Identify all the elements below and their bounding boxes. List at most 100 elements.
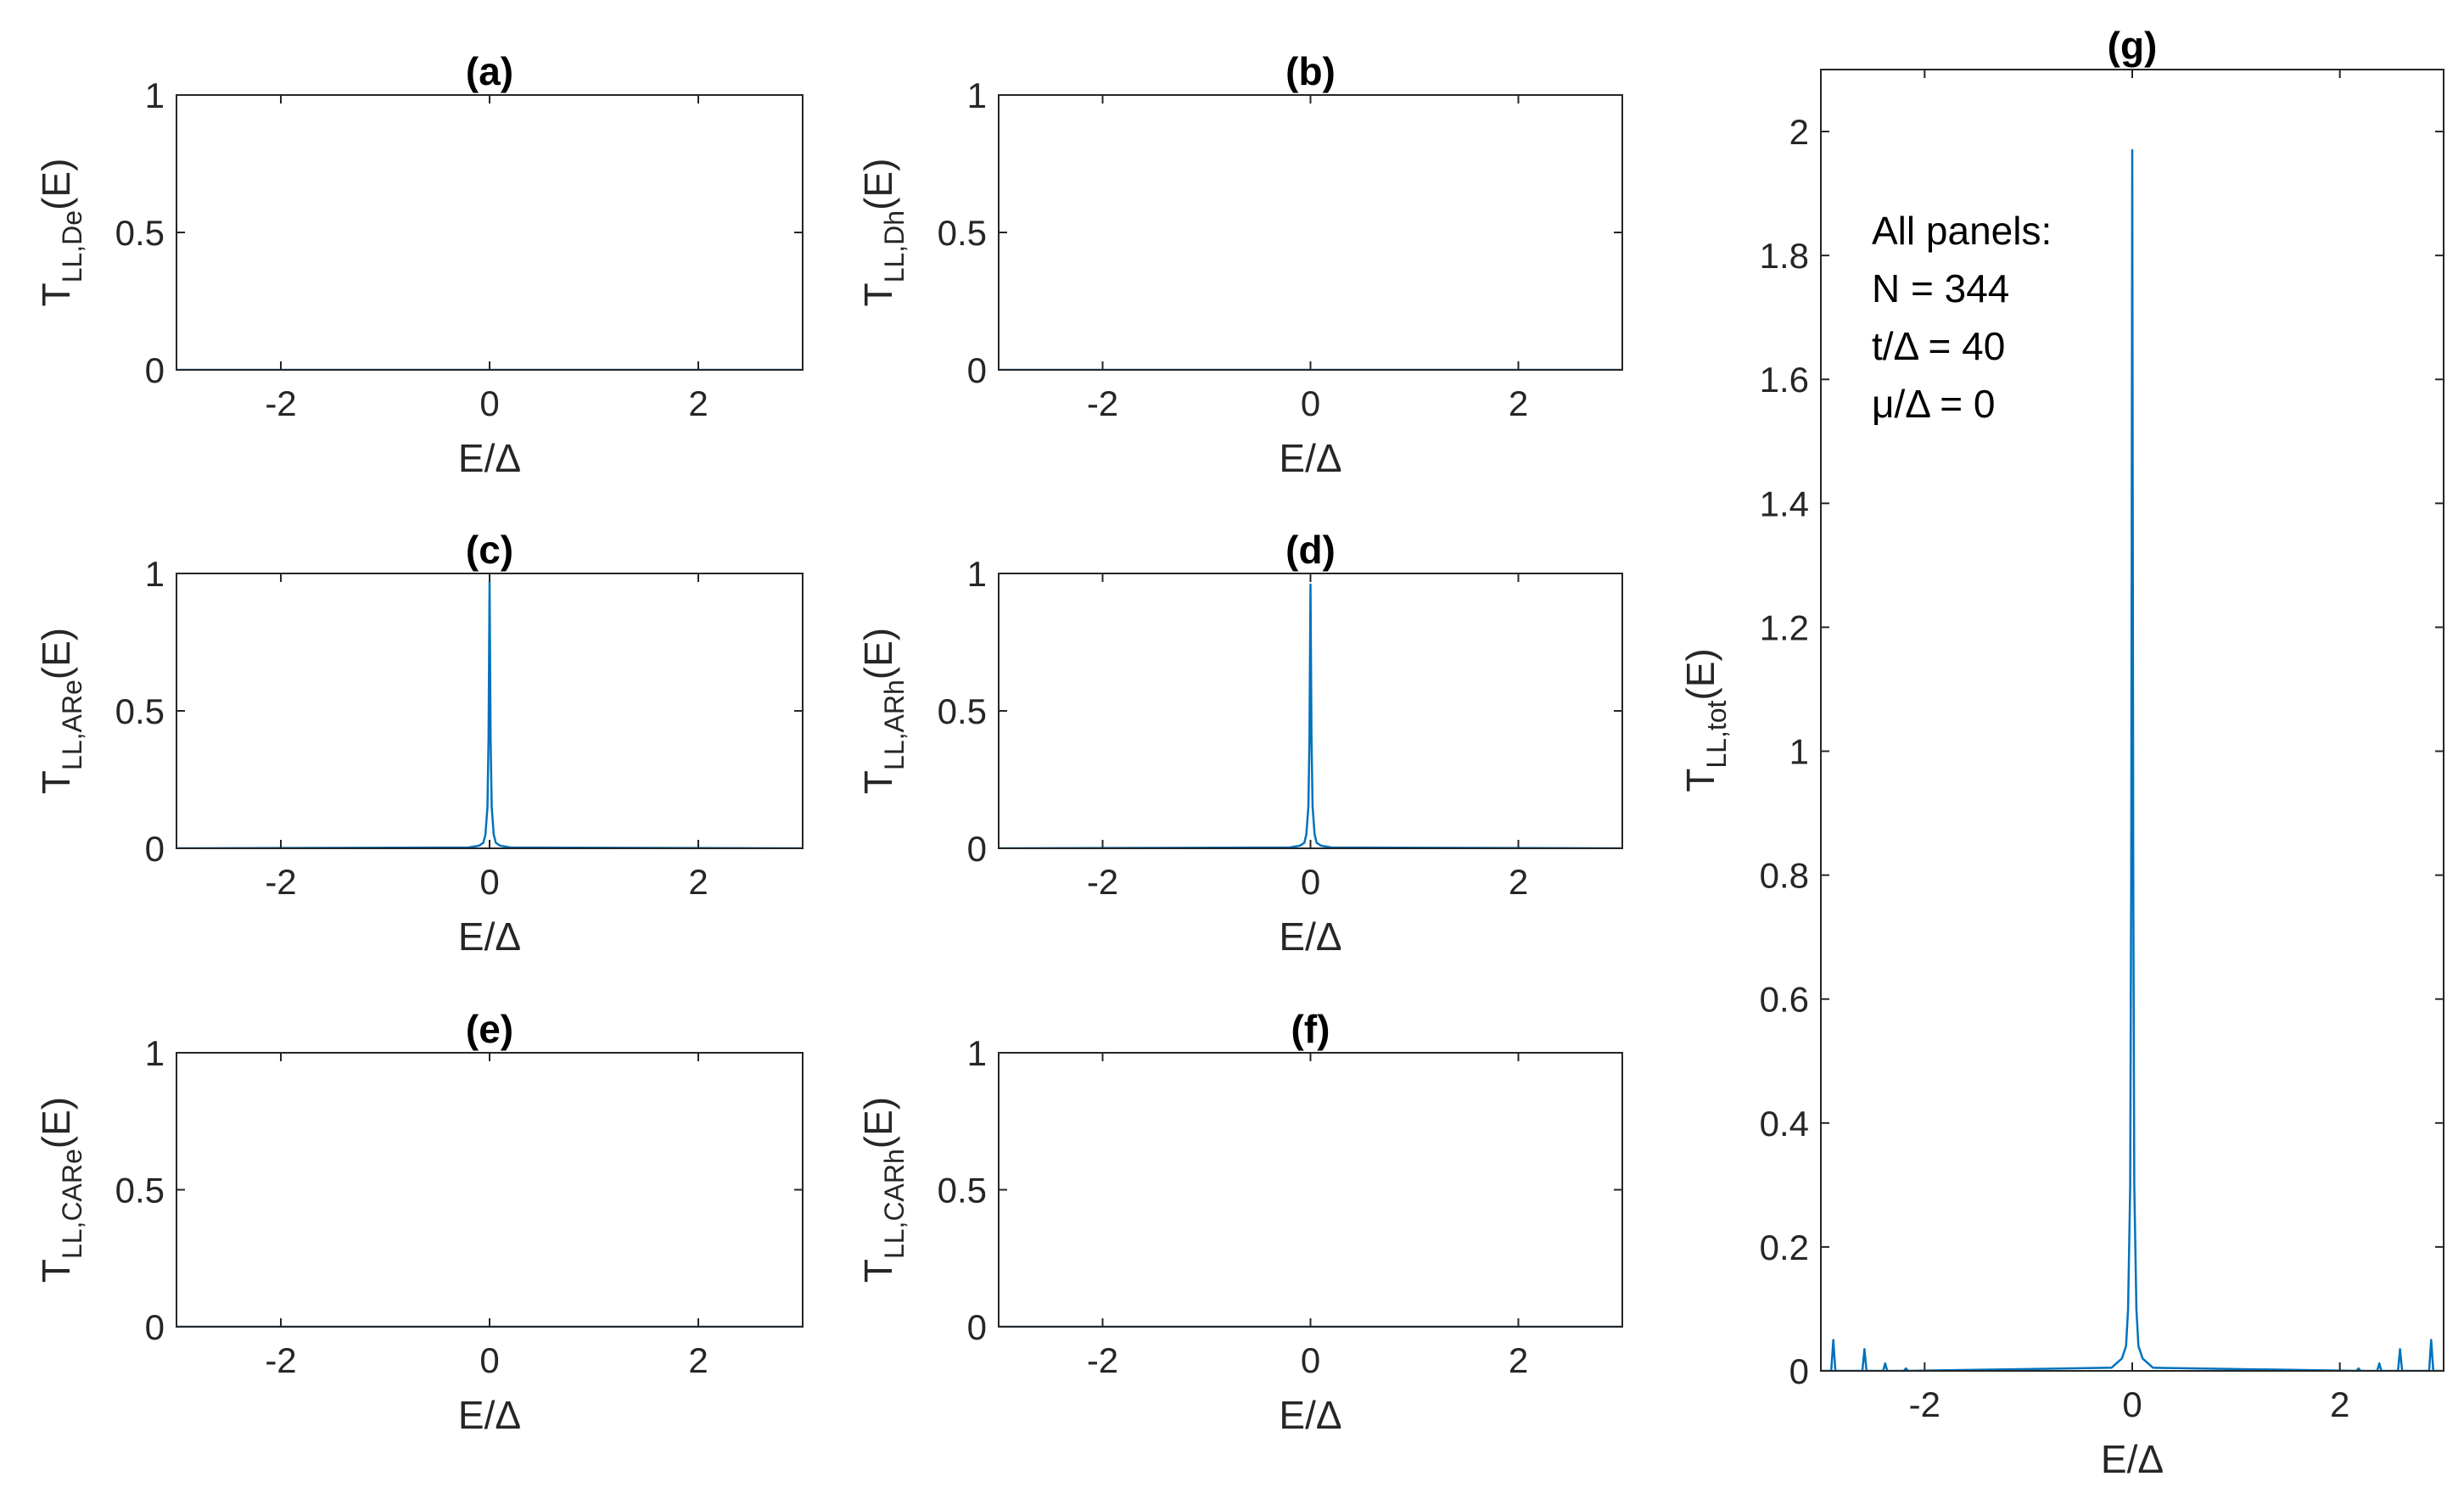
y-axis-label-tail-d: (E) [856, 628, 900, 680]
x-axis-label-c: E/Δ [458, 914, 521, 959]
x-tick-label-b-2: 2 [1509, 383, 1528, 423]
y-axis-label-tail-e: (E) [34, 1097, 78, 1149]
x-tick-label-f-2: 2 [1509, 1340, 1528, 1380]
y-axis-label-tail-a: (E) [34, 159, 78, 210]
panel-g: -2 0 2 0 0.2 0.4 0.6 0.8 1 1.2 1.4 1.6 1.8 2 (g) E/Δ TLL… [1678, 24, 2444, 1481]
x-axis-label-g: E/Δ [2101, 1437, 2164, 1481]
panel-title-a: (a) [466, 49, 513, 93]
y-tick-label-a-0.5: 0.5 [115, 213, 165, 253]
annotation-line-3: t/Δ = 40 [1872, 324, 2005, 368]
x-axis-label-f: E/Δ [1279, 1393, 1341, 1437]
y-tick-label-g-1.2: 1.2 [1760, 607, 1809, 647]
y-tick-label-d-1: 1 [967, 554, 987, 594]
x-tick-label-a-2: 2 [688, 383, 708, 423]
series-line-g-0 [1821, 148, 2444, 1371]
y-tick-label-f-1: 1 [967, 1033, 987, 1073]
x-axis-label-e: E/Δ [458, 1393, 521, 1437]
y-tick-label-g-0: 0 [1789, 1351, 1809, 1391]
y-tick-label-b-0: 0 [967, 350, 987, 390]
panel-title-c: (c) [466, 528, 513, 572]
x-tick-label-g-0: 0 [2122, 1384, 2142, 1424]
series-line-d-0 [999, 583, 1622, 848]
y-tick-label-g-1.8: 1.8 [1760, 236, 1809, 276]
y-tick-label-a-1: 1 [145, 76, 165, 115]
panel-title-e: (e) [466, 1007, 513, 1051]
x-tick-label-g-2: 2 [2330, 1384, 2349, 1424]
panel-title-f: (f) [1291, 1007, 1330, 1051]
y-tick-label-g-1: 1 [1789, 732, 1809, 772]
y-axis-label-b: TLL,Dh(E) [856, 159, 910, 307]
panel-c: -2 0 2 0 0.5 1 (c) E/Δ TLL,ARe(E) [34, 528, 804, 959]
axes-box-f [998, 1052, 1623, 1328]
y-axis-label-tail-f: (E) [856, 1097, 900, 1149]
axes-box-a [176, 94, 804, 371]
y-axis-label-sub-c: LL,ARe [57, 680, 87, 770]
y-axis-label-sub-a: LL,De [57, 210, 87, 282]
y-axis-label-main-b: T [856, 282, 900, 306]
y-tick-label-a-0: 0 [145, 350, 165, 390]
annotation-line-1: All panels: [1872, 209, 2052, 253]
x-axis-label-a: E/Δ [458, 436, 521, 480]
panel-a: -2 0 2 0 0.5 1 (a) E/Δ TLL,De(E) [34, 49, 804, 480]
y-axis-label-f: TLL,CARh(E) [856, 1097, 910, 1283]
x-tick-label-a-0: 0 [479, 383, 499, 423]
panel-d: -2 0 2 0 0.5 1 (d) E/Δ TLL,ARh(E) [856, 528, 1623, 959]
x-tick-label-a--2: -2 [265, 383, 296, 423]
panel-b: -2 0 2 0 0.5 1 (b) E/Δ TLL,Dh(E) [856, 49, 1623, 480]
y-tick-label-b-1: 1 [967, 76, 987, 115]
x-tick-label-d-0: 0 [1301, 862, 1320, 902]
y-axis-label-sub-g: LL,tot [1701, 700, 1732, 768]
x-tick-label-b--2: -2 [1087, 383, 1118, 423]
y-axis-label-sub-f: LL,CARh [879, 1149, 910, 1259]
series-line-c-0 [176, 580, 803, 848]
y-tick-label-g-0.8: 0.8 [1760, 856, 1809, 896]
y-axis-label-c: TLL,ARe(E) [34, 628, 87, 794]
panel-title-b: (b) [1285, 49, 1336, 93]
y-tick-label-g-1.4: 1.4 [1760, 484, 1809, 523]
x-tick-label-e-0: 0 [479, 1340, 499, 1380]
y-tick-label-g-0.2: 0.2 [1760, 1228, 1809, 1267]
y-tick-label-d-0.5: 0.5 [938, 691, 987, 731]
x-tick-label-g--2: -2 [1909, 1384, 1940, 1424]
x-tick-label-d--2: -2 [1087, 862, 1118, 902]
x-tick-label-e-2: 2 [688, 1340, 708, 1380]
annotation-line-4: μ/Δ = 0 [1872, 382, 1995, 426]
x-tick-label-c-2: 2 [688, 862, 708, 902]
y-axis-label-main-g: T [1678, 769, 1722, 792]
y-tick-label-e-0: 0 [145, 1307, 165, 1347]
x-tick-label-e--2: -2 [265, 1340, 296, 1380]
y-axis-label-main-a: T [34, 282, 78, 306]
y-tick-label-f-0: 0 [967, 1307, 987, 1347]
y-axis-label-main-e: T [34, 1259, 78, 1283]
x-tick-label-f--2: -2 [1087, 1340, 1118, 1380]
x-tick-label-d-2: 2 [1509, 862, 1528, 902]
x-axis-label-b: E/Δ [1279, 436, 1341, 480]
y-axis-label-d: TLL,ARh(E) [856, 628, 910, 794]
y-axis-label-sub-d: LL,ARh [879, 680, 910, 770]
x-tick-label-c-0: 0 [479, 862, 499, 902]
y-axis-label-main-f: T [856, 1259, 900, 1283]
y-tick-label-g-1.6: 1.6 [1760, 360, 1809, 400]
panel-title-g: (g) [2108, 24, 2158, 68]
y-tick-label-b-0.5: 0.5 [938, 213, 987, 253]
x-tick-label-f-0: 0 [1301, 1340, 1320, 1380]
y-tick-label-d-0: 0 [967, 829, 987, 869]
y-axis-label-tail-c: (E) [34, 628, 78, 680]
axes-box-e [176, 1052, 804, 1328]
annotation-line-2: N = 344 [1872, 266, 2009, 310]
y-axis-label-sub-b: LL,Dh [879, 210, 910, 282]
y-tick-label-c-0.5: 0.5 [115, 691, 165, 731]
y-axis-label-g: TLL,tot(E) [1678, 648, 1732, 792]
x-tick-label-c--2: -2 [265, 862, 296, 902]
annotation-box: All panels: N = 344 t/Δ = 40 μ/Δ = 0 [1872, 209, 2052, 426]
y-tick-label-f-0.5: 0.5 [938, 1171, 987, 1211]
y-axis-label-sub-e: LL,CARe [57, 1149, 87, 1259]
panel-title-d: (d) [1285, 528, 1336, 572]
x-tick-label-b-0: 0 [1301, 383, 1320, 423]
y-tick-label-e-1: 1 [145, 1033, 165, 1073]
y-tick-label-g-0.4: 0.4 [1760, 1104, 1809, 1144]
y-axis-label-main-d: T [856, 770, 900, 794]
y-axis-label-tail-b: (E) [856, 159, 900, 210]
